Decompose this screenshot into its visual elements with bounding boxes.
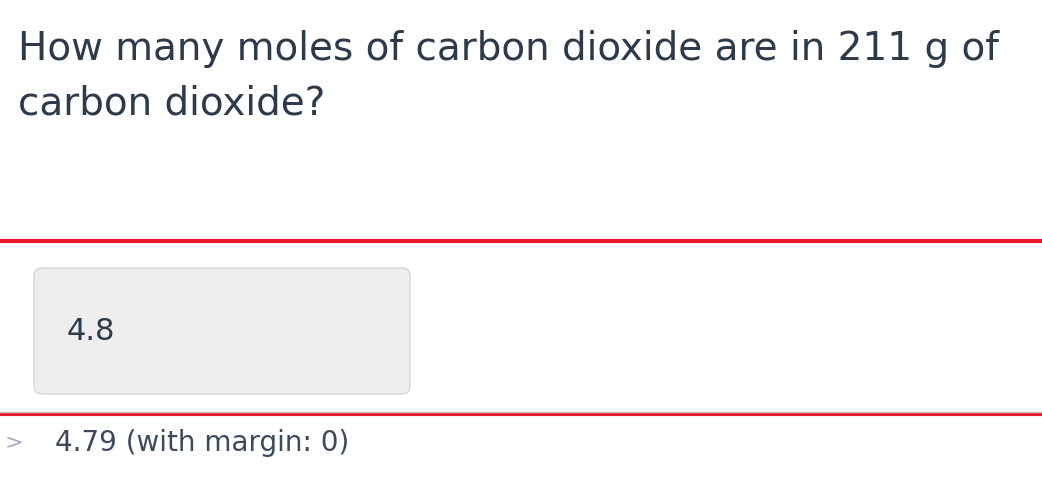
- Text: 4.8: 4.8: [67, 317, 116, 346]
- Text: 4.79 (with margin: 0): 4.79 (with margin: 0): [55, 428, 349, 456]
- FancyBboxPatch shape: [0, 242, 1042, 414]
- Text: How many moles of carbon dioxide are in 211 g of: How many moles of carbon dioxide are in …: [18, 30, 999, 68]
- FancyBboxPatch shape: [34, 269, 410, 394]
- Text: carbon dioxide?: carbon dioxide?: [18, 85, 325, 123]
- Text: >: >: [5, 432, 24, 452]
